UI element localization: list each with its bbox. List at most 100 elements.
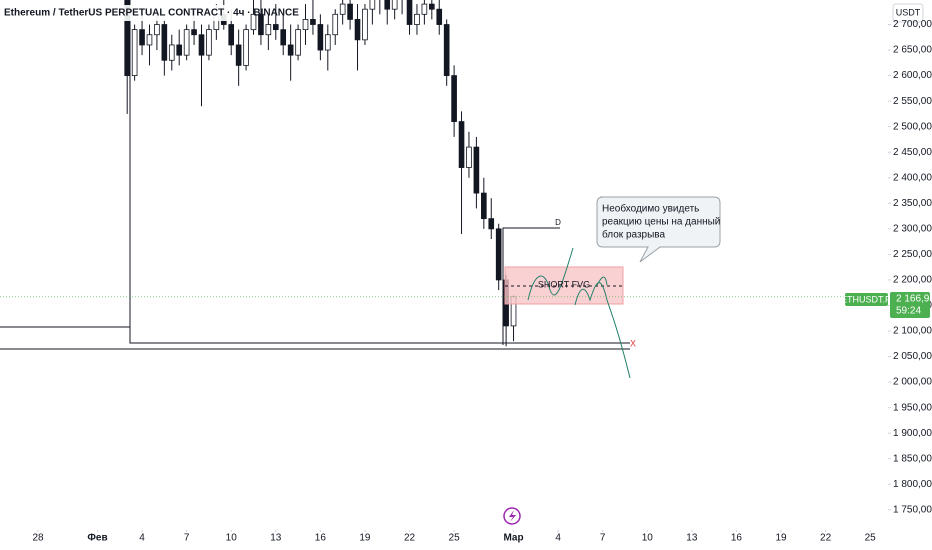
price-label: 2 166,98 [896, 294, 932, 305]
candle-body [391, 0, 398, 10]
candle-body [443, 24, 450, 76]
candle-body [347, 3, 353, 20]
x-tick-label: 7 [184, 533, 190, 544]
candles [124, 0, 517, 347]
candle-body [280, 29, 287, 46]
candle-body [384, 0, 391, 10]
chart-title: Ethereum / TetherUS PERPETUAL CONTRACT ·… [4, 8, 299, 19]
candle-body [369, 0, 376, 10]
leg-line [502, 227, 560, 345]
candle-body [317, 24, 324, 51]
candle-body [302, 19, 309, 31]
y-tick-label: 2 500,00 [893, 121, 932, 132]
y-tick-label: 1 950,00 [893, 402, 932, 413]
candle-body [481, 192, 487, 220]
x-tick-label: 28 [32, 533, 44, 544]
candle-body [310, 19, 316, 25]
candle-body [429, 3, 435, 10]
x-tick-label: 10 [226, 533, 238, 544]
candle-body [324, 34, 331, 51]
candle-body [458, 121, 465, 168]
candle-body [272, 24, 279, 31]
y-tick-label: 2 450,00 [893, 147, 932, 158]
candle-body [183, 29, 190, 56]
candle-body [466, 146, 472, 168]
path-sketch [527, 247, 631, 379]
y-tick-label: 1 800,00 [893, 479, 932, 490]
symbol-label: ETHUSDT.P [841, 294, 891, 304]
x-tick-label: 16 [731, 533, 743, 544]
y-tick-label: 2 400,00 [893, 172, 932, 183]
candle-body [168, 44, 175, 61]
candle-body [198, 34, 205, 56]
candle-body [154, 24, 160, 36]
candle-body [354, 19, 361, 41]
candle-body [287, 44, 294, 56]
candle-body [146, 34, 153, 46]
x-tick-label: 7 [600, 533, 606, 544]
x-tick-label: 22 [404, 533, 416, 544]
y-tick-label: 2 000,00 [893, 377, 932, 388]
y-tick-label: 2 350,00 [893, 198, 932, 209]
zone-label: SHORT FVG [538, 279, 590, 289]
x-tick-label: Мар [503, 533, 523, 544]
candle-body [250, 13, 257, 31]
candle-body [206, 29, 212, 56]
x-tick-label: 4 [555, 533, 561, 544]
note-text: Необходимо увидеть [602, 203, 699, 215]
path-sketch [596, 276, 608, 286]
candle-body [473, 146, 480, 194]
candle-body [176, 44, 183, 56]
x-tick-label: 19 [359, 533, 371, 544]
candle-body [414, 13, 420, 25]
x-tick-label: 19 [775, 533, 787, 544]
candle-body [265, 24, 272, 36]
point-label: D [555, 218, 561, 227]
x-tick-label: 22 [820, 533, 832, 544]
event-icon [509, 510, 516, 522]
candle-body [488, 218, 495, 230]
currency-button[interactable] [892, 3, 924, 23]
price-tag [890, 292, 930, 318]
candle-body [258, 13, 264, 36]
candle-body [191, 29, 197, 36]
level-line [129, 0, 630, 344]
y-tick-label: 1 850,00 [893, 453, 932, 464]
x-tick-label: 4 [139, 533, 145, 544]
candle-body [332, 13, 339, 36]
candle-body [228, 24, 235, 46]
point-label: X [630, 338, 636, 348]
y-tick-label: 1 900,00 [893, 428, 932, 439]
candle-body [436, 8, 443, 25]
x-tick-label: 13 [686, 533, 698, 544]
x-tick-label: 25 [449, 533, 461, 544]
candle-body [362, 8, 368, 41]
title-bg [0, 5, 240, 21]
candle-body [235, 44, 242, 66]
candle-body [451, 75, 457, 122]
x-tick-label: 10 [642, 533, 654, 544]
y-tick-label: 2 050,00 [893, 351, 932, 362]
countdown: 59:24 [896, 306, 921, 317]
x-tick-label: 13 [270, 533, 282, 544]
y-tick-label: 2 600,00 [893, 70, 932, 81]
note-text: блок разрыва [602, 229, 665, 241]
event-icon [503, 507, 521, 525]
candle-body [339, 3, 346, 15]
note-box [596, 196, 721, 263]
candle-body [495, 228, 502, 281]
y-tick-label: 2 650,00 [893, 45, 932, 56]
candle-body [243, 29, 249, 66]
note-text: реакцию цены на данный [602, 217, 720, 228]
y-tick-label: 1 750,00 [893, 504, 932, 515]
y-tick-label: 2 100,00 [893, 326, 932, 337]
x-tick-label: Фев [87, 533, 107, 544]
currency-label[interactable]: USDT [896, 7, 921, 17]
y-tick-label: 2 550,00 [893, 96, 932, 107]
candle-body [139, 29, 145, 46]
y-tick-label: 2 250,00 [893, 249, 932, 260]
candle-body [406, 0, 413, 25]
x-tick-label: 25 [865, 533, 877, 544]
